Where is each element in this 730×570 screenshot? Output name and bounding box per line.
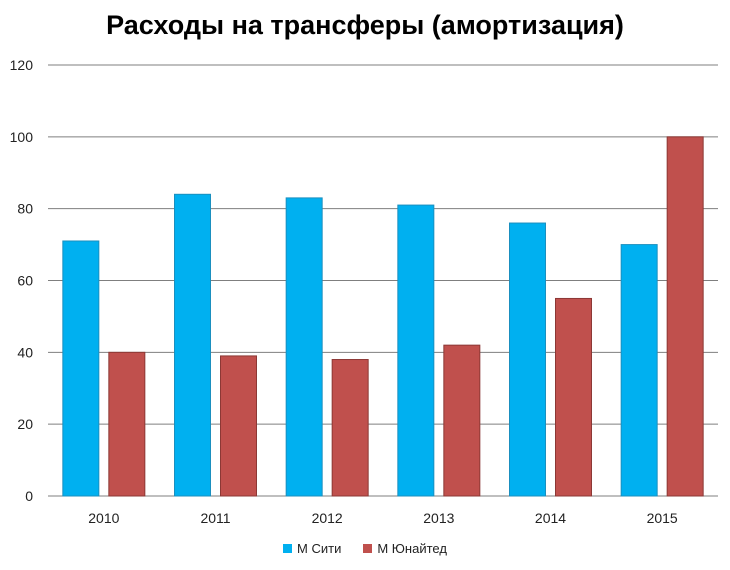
chart-title: Расходы на трансферы (амортизация) <box>106 10 624 40</box>
bar-series-0-2010 <box>62 240 100 497</box>
bar-series-0-2012 <box>285 197 323 497</box>
bar-series-1-2014 <box>555 297 592 497</box>
x-tick-label: 2015 <box>647 510 678 526</box>
x-tick-label: 2011 <box>200 510 230 526</box>
y-tick-label: 0 <box>25 488 33 504</box>
y-tick-label: 20 <box>17 416 33 432</box>
x-tick-label: 2010 <box>88 510 119 526</box>
legend-label-series-1: М Юнайтед <box>377 541 447 556</box>
bar-series-0-2015 <box>620 244 658 497</box>
legend-item-series-1: М Юнайтед <box>363 541 447 556</box>
bar-series-0-2011 <box>174 193 211 497</box>
bar-series-1-2012 <box>331 359 369 497</box>
y-tick-label: 60 <box>17 273 33 289</box>
legend-swatch-series-0 <box>283 544 293 553</box>
legend-label-series-0: М Сити <box>297 541 342 556</box>
bar-series-0-2014 <box>509 222 546 497</box>
x-tick-label: 2014 <box>535 510 566 526</box>
y-tick-label: 80 <box>17 201 33 217</box>
bar-series-1-2015 <box>666 136 704 497</box>
bar-series-1-2011 <box>220 355 257 497</box>
x-tick-label: 2013 <box>423 510 454 526</box>
bar-series-1-2013 <box>443 344 481 497</box>
bar-series-0-2013 <box>397 204 435 497</box>
y-tick-label: 100 <box>10 129 34 145</box>
y-tick-label: 120 <box>10 57 34 73</box>
y-tick-label: 40 <box>17 344 33 360</box>
legend-swatch-series-1 <box>363 544 373 553</box>
legend-item-series-0: М Сити <box>283 541 341 556</box>
legend: М Сити М Юнайтед <box>0 541 730 556</box>
x-tick-label: 2012 <box>312 510 343 526</box>
bar-series-1-2010 <box>108 351 146 497</box>
